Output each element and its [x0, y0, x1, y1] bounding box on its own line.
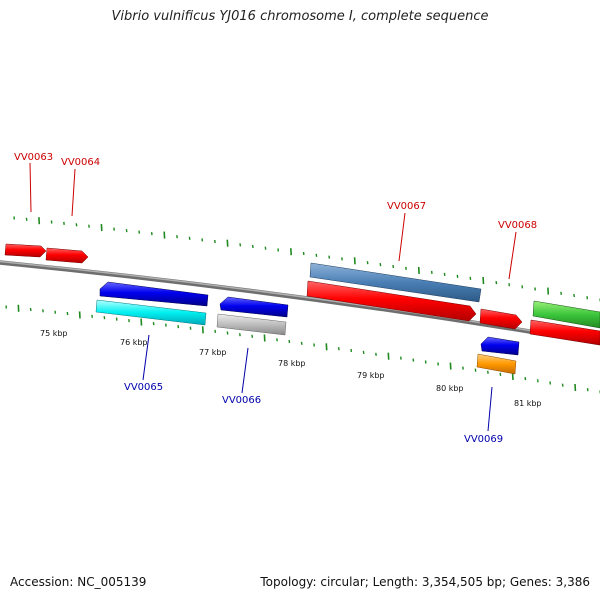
tick-label-78kbp: 78 kbp [278, 359, 306, 368]
tick-label-77kbp: 77 kbp [199, 348, 227, 357]
gene-label-vv0068: VV0068 [498, 220, 537, 231]
gene-vv0065[interactable]: VV0065 [95, 281, 209, 393]
tick-label-79kbp: 79 kbp [357, 371, 385, 380]
sequence-backbone [0, 260, 600, 346]
gene-label-vv0067: VV0067 [387, 201, 426, 212]
gene-partial-right[interactable] [529, 300, 600, 346]
tick-label-81kbp: 81 kbp [514, 399, 542, 408]
tick-label-80kbp: 80 kbp [436, 384, 464, 393]
gene-vv0069[interactable]: VV0069 [464, 336, 520, 445]
gene-vv0066[interactable]: VV0066 [216, 296, 289, 406]
gene-vv0063[interactable]: VV0063 [4, 152, 53, 258]
gene-vv0064[interactable]: VV0064 [45, 157, 100, 264]
gene-vv0068[interactable]: VV0068 [479, 220, 537, 330]
gene-label-vv0063: VV0063 [14, 152, 53, 163]
tick-label-76kbp: 76 kbp [120, 338, 148, 347]
gene-label-vv0065: VV0065 [124, 382, 163, 393]
tick-row-lower [5, 304, 600, 394]
gene-label-vv0064: VV0064 [61, 157, 100, 168]
gene-vv0067[interactable]: VV0067 [306, 201, 482, 322]
tick-label-75kbp: 75 kbp [40, 329, 68, 338]
map-title: Vibrio vulnificus YJ016 chromosome I, co… [111, 9, 489, 24]
gene-label-vv0066: VV0066 [222, 395, 261, 406]
gene-label-vv0069: VV0069 [464, 434, 503, 445]
topology-summary: Topology: circular; Length: 3,354,505 bp… [260, 575, 590, 589]
accession-text: Accession: NC_005139 [10, 575, 147, 589]
tick-row-upper [13, 216, 600, 302]
